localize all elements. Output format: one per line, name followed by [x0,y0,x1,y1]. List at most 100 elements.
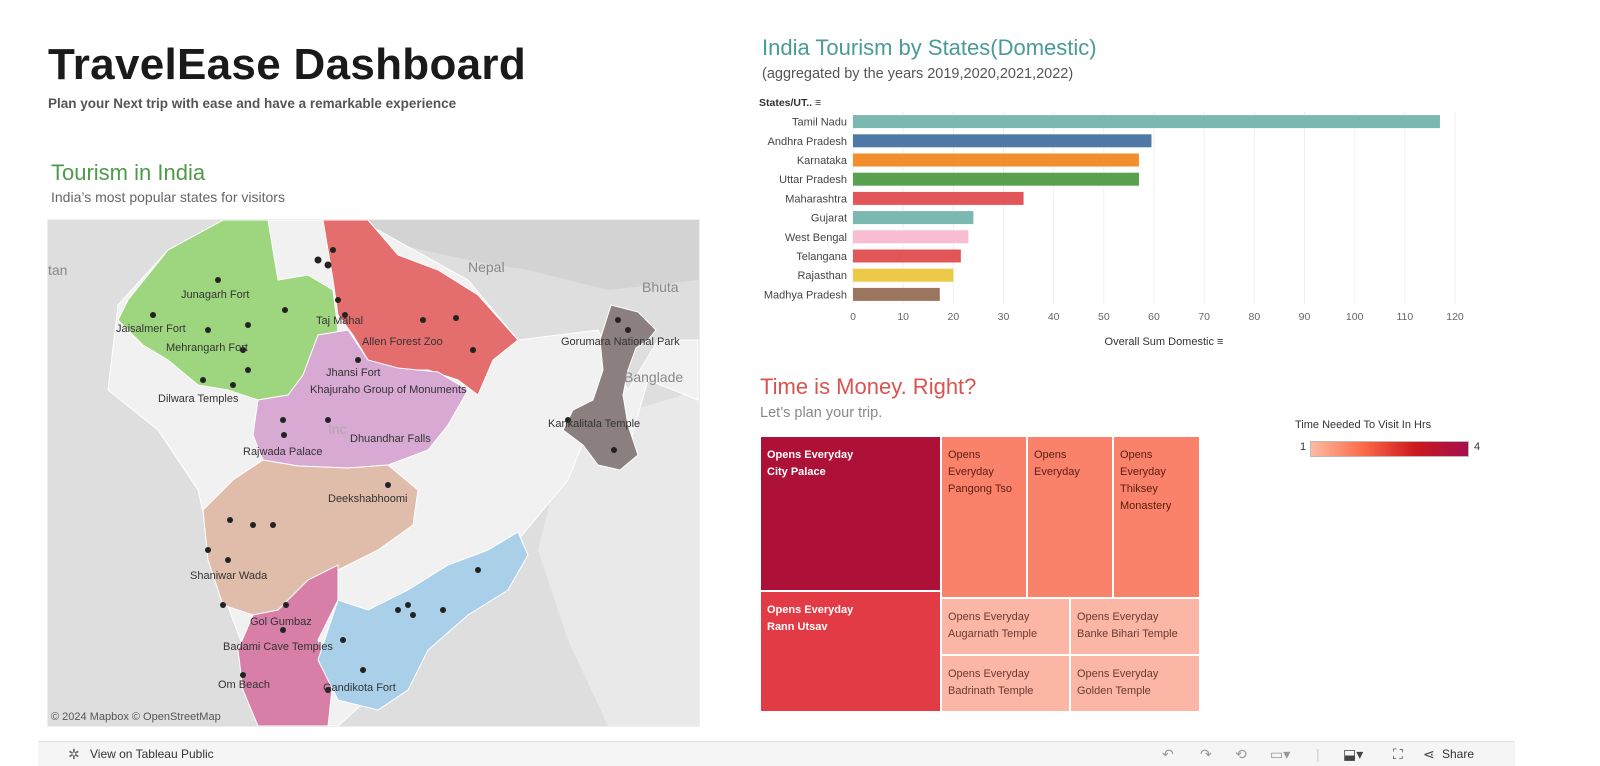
treemap-cell[interactable]: Opens Everyday [1027,436,1113,598]
state-maharashtra[interactable] [202,459,419,616]
x-tick-label: 120 [1446,311,1464,323]
label-dhuandhar: Dhuandhar Falls [350,433,431,445]
treemap-cell[interactable]: Opens Everyday Badrinath Temple [941,655,1070,712]
treemap-cell-text: Golden Temple [1077,685,1151,697]
bar-chart[interactable]: States/UT.. ≡ 0 10 20 30 40 50 60 70 80 90 100 110 12… [755,95,1485,355]
bar[interactable] [853,115,1440,129]
x-tick-label: 70 [1198,311,1210,323]
treemap-chart[interactable]: Opens Everyday City Palace Opens Everyday R… [760,436,1212,712]
label-gorumara: Gorumara National Park [561,336,680,348]
y-tick-label: Karnataka [797,155,848,167]
y-tick-label: Rajasthan [797,270,847,282]
treemap-cell-text: Rann Utsav [767,621,828,633]
label-kankalitala: Kankalitala Temple [548,418,640,430]
redo-icon[interactable]: ↷ [1200,746,1212,762]
state-andhra-pradesh[interactable] [317,531,529,711]
label-golgumbaz: Gol Gumbaz [250,616,312,628]
bar[interactable] [853,268,954,282]
fullscreen-icon[interactable]: ⛶ [1393,746,1403,762]
treemap-cell-text: Opens [1034,449,1067,461]
label-junagarh: Junagarh Fort [181,289,249,301]
label-tajmahal: Taj Mahal [316,315,363,327]
treemap-cell-text: Opens Everyday [948,611,1030,623]
label-dilwara: Dilwara Temples [158,393,239,405]
bar[interactable] [853,191,1024,205]
view-on-tableau-link[interactable]: View on Tableau Public [90,747,214,761]
label-jhansi: Jhansi Fort [326,367,380,379]
share-icon[interactable]: ⋖ [1423,746,1435,762]
treemap-cell-text: Opens Everyday [1077,611,1159,623]
pause-icon[interactable]: ▭▾ [1270,746,1291,762]
state-west-bengal[interactable] [562,304,657,471]
y-tick-label: Tamil Nadu [792,117,847,129]
x-tick-label: 60 [1148,311,1160,323]
treemap-cell-text: Opens [948,449,981,461]
treemap-cell[interactable]: Opens Everyday Pangong Tso [941,436,1027,598]
label-jaisalmer: Jaisalmer Fort [116,323,186,335]
x-tick-label: 20 [947,311,959,323]
bar[interactable] [853,230,969,244]
y-tick-label: West Bengal [785,232,847,244]
label-country-bhutan: Bhuta [642,279,679,295]
treemap-title: Time is Money. Right? [760,374,977,399]
label-allen: Allen Forest Zoo [362,336,443,348]
treemap-subtitle: Let’s plan your trip. [760,405,883,421]
bar[interactable] [853,211,974,225]
treemap-cell[interactable]: Opens Everyday Rann Utsav [760,591,941,712]
treemap-cell-text: Badrinath Temple [948,685,1034,697]
treemap-cell-text: Opens Everyday [767,449,854,461]
label-country-bangladesh: Banglade [624,369,683,385]
label-deekshabhoomi: Deekshabhoomi [328,493,408,505]
revert-icon[interactable]: ⟲ [1235,746,1247,762]
treemap-cell[interactable]: Opens Everyday City Palace [760,436,941,591]
x-tick-label: 0 [850,311,856,323]
legend-gradient [1310,441,1469,457]
treemap-cell[interactable]: Opens Everyday Augarnath Temple [941,598,1070,655]
label-country-nepal: Nepal [468,259,505,275]
y-tick-label: Maharashtra [785,193,848,205]
dashboard-title: TravelEase Dashboard [48,40,527,89]
download-icon[interactable]: ⬓▾ [1343,746,1364,762]
india-map[interactable]: tan Nepal Bhuta Banglade Inc Junagarh Fo… [47,219,700,727]
treemap-cell-text: Everyday [1120,466,1166,478]
treemap-cell-text: Augarnath Temple [948,628,1038,640]
treemap-cell-text: Opens [1120,449,1153,461]
label-gandikota: Gandikota Fort [323,682,396,694]
x-tick-label: 110 [1396,311,1413,323]
treemap-cell[interactable]: Opens Everyday Golden Temple [1070,655,1200,712]
y-tick-label: Uttar Pradesh [779,174,847,186]
bar[interactable] [853,249,961,263]
bar-chart-subtitle: (aggregated by the years 2019,2020,2021,… [762,66,1074,82]
legend-min-label: 1 [1300,441,1307,453]
treemap-cell-text: City Palace [767,466,826,478]
bar[interactable] [853,172,1139,186]
y-axis-label: States/UT.. ≡ [759,97,821,109]
label-ombeach: Om Beach [218,679,270,691]
share-button[interactable]: Share [1442,747,1475,761]
label-country-india: Inc [328,421,347,437]
label-rajwada: Rajwada Palace [243,446,323,458]
bar-chart-title: India Tourism by States(Domestic) [762,35,1097,60]
x-tick-label: 100 [1346,311,1364,323]
label-badami: Badami Cave Temples [223,641,333,653]
bar[interactable] [853,287,940,301]
treemap-cell[interactable]: Opens Everyday Banke Bihari Temple [1070,598,1200,655]
undo-icon[interactable]: ↶ [1162,746,1174,762]
toolbar-divider: | [1316,746,1320,762]
bar[interactable] [853,153,1139,167]
state-uttar-pradesh[interactable] [322,220,519,396]
treemap-cell[interactable]: Opens Everyday Thiksey Monastery [1113,436,1200,598]
treemap-cell-text: Opens Everyday [1077,668,1159,680]
x-tick-label: 40 [1048,311,1060,323]
treemap-cell-text: Everyday [948,466,994,478]
treemap-cell-text: Monastery [1120,500,1172,512]
label-shaniwar: Shaniwar Wada [190,570,268,582]
bar[interactable] [853,134,1152,148]
map-subtitle: India’s most popular states for visitors [51,189,285,205]
tableau-logo-icon: ✲ [68,746,80,762]
treemap-cell-text: Everyday [1034,466,1080,478]
treemap-cell-text: Banke Bihari Temple [1077,628,1178,640]
y-tick-label: Andhra Pradesh [768,136,848,148]
x-tick-label: 80 [1248,311,1260,323]
x-tick-label: 50 [1098,311,1110,323]
